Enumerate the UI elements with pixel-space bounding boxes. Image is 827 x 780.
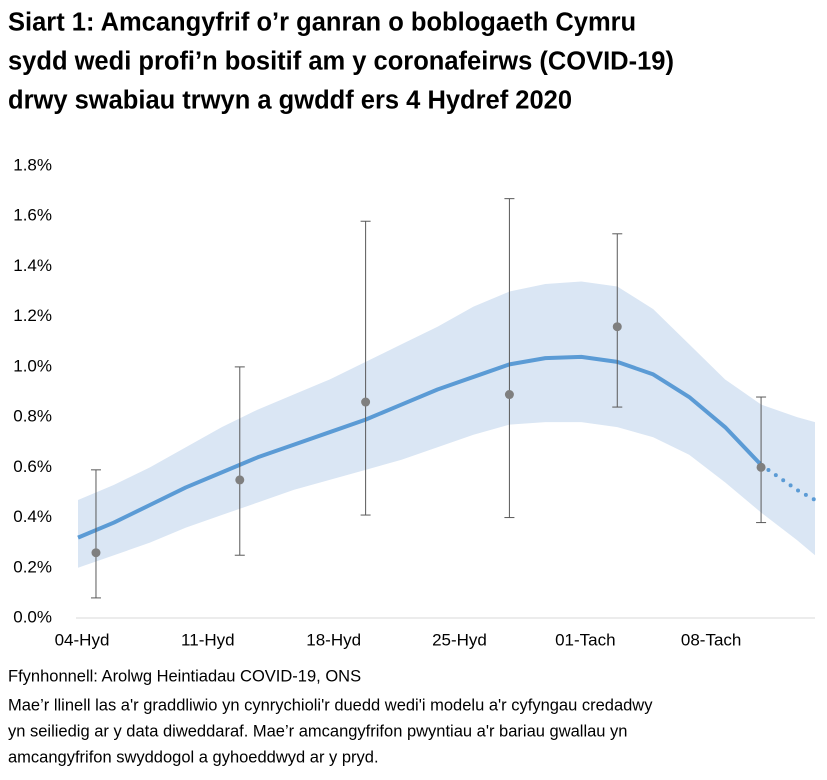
- note: yn seiliedig ar y data diweddaraf. Mae’r…: [8, 722, 627, 740]
- point-estimate: [504, 390, 514, 400]
- y-tick-label: 0.8%: [13, 407, 52, 426]
- y-tick-label: 1.0%: [13, 356, 52, 375]
- y-tick-label: 0.2%: [13, 557, 52, 576]
- y-tick-label: 1.4%: [13, 256, 52, 275]
- y-tick-label: 1.6%: [13, 206, 52, 225]
- y-tick-label: 0.4%: [13, 507, 52, 526]
- chart-title: drwy swabiau trwyn a gwddf ers 4 Hydref …: [8, 87, 572, 115]
- y-tick-label: 0.6%: [13, 457, 52, 476]
- point-estimate: [361, 397, 371, 407]
- y-tick-label: 1.2%: [13, 306, 52, 325]
- chart-title: Siart 1: Amcangyfrif o’r ganran o boblog…: [8, 9, 636, 37]
- source: Ffynhonnell: Arolwg Heintiadau COVID-19,…: [8, 667, 361, 685]
- point-estimate: [756, 462, 766, 472]
- x-tick-label: 11-Hyd: [181, 630, 235, 649]
- x-tick-label: 01-Tach: [555, 630, 615, 649]
- point-estimate: [612, 322, 622, 332]
- point-estimate: [235, 475, 245, 485]
- projection-line: [759, 462, 817, 502]
- x-tick-label: 18-Hyd: [306, 630, 361, 649]
- y-tick-label: 0.0%: [13, 607, 52, 626]
- x-tick-label: 04-Hyd: [55, 630, 110, 649]
- note: amcangyfrifon swyddogol a gyhoeddwyd ar …: [8, 748, 379, 766]
- chart-title: sydd wedi profi’n bositif am y coronafei…: [8, 48, 674, 76]
- model-line: [77, 354, 763, 540]
- point-estimate: [91, 548, 101, 558]
- x-tick-label: 08-Tach: [681, 630, 741, 649]
- credible-band: [78, 281, 815, 568]
- x-tick-label: 25-Hyd: [432, 630, 487, 649]
- y-tick-label: 1.8%: [13, 155, 52, 174]
- note: Mae’r llinell las a'r graddliwio yn cynr…: [8, 696, 653, 714]
